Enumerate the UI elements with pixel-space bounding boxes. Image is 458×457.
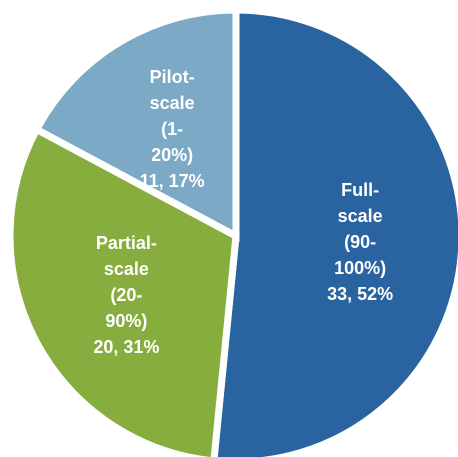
pie-slice: [210, 6, 458, 457]
pie-slice: [31, 6, 240, 242]
pie-slice: [6, 124, 240, 457]
category-label: Full-scale (90-100%): [334, 180, 387, 279]
slice-label: Full-scale (90-100%) 33, 52%: [327, 177, 393, 307]
category-label: Partial-scale (20-90%): [95, 232, 157, 331]
slice-label: Pilot-scale (1-20%) 11, 17%: [140, 64, 205, 194]
value-label: 20, 31%: [93, 336, 160, 357]
slice-label: Partial-scale (20-90%) 20, 31%: [93, 230, 159, 360]
value-label: 11, 17%: [139, 171, 205, 192]
value-label: 33, 52%: [327, 284, 394, 305]
category-label: Pilot-scale (1-20%): [149, 67, 195, 166]
